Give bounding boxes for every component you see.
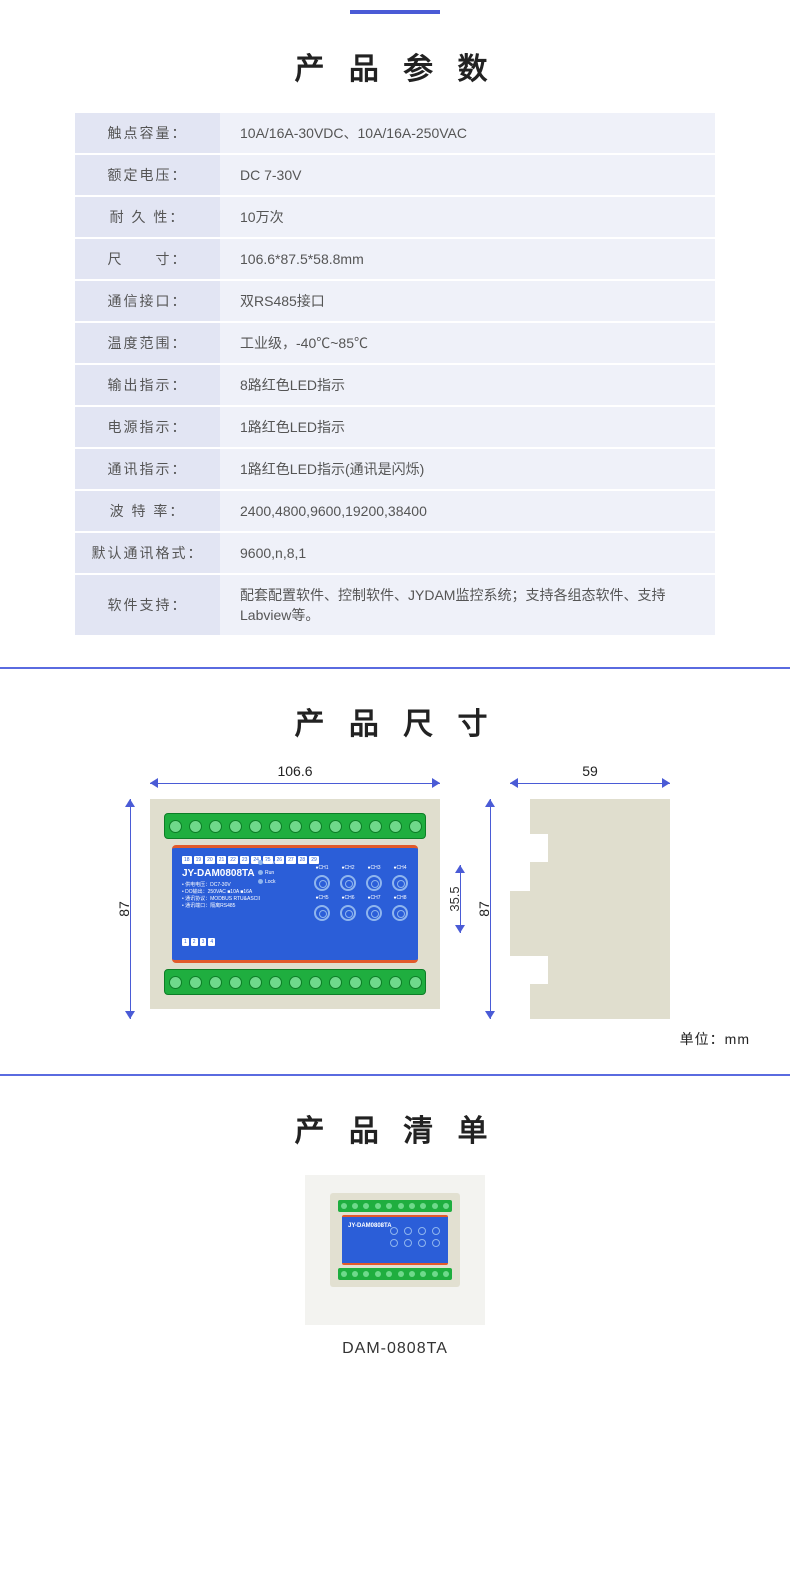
param-value: 1路红色LED指示 (220, 406, 715, 448)
param-value: DC 7-30V (220, 154, 715, 196)
device-blue-panel: 181920212223242526272829 JY-DAM0808TA • … (172, 845, 418, 963)
param-value: 9600,n,8,1 (220, 532, 715, 574)
param-label: 触点容量： (75, 113, 220, 154)
param-label: 通讯指示： (75, 448, 220, 490)
dims-section-title: 产 品 尺 寸 (0, 699, 790, 743)
device-side-figure: 59 87 35.5 (510, 773, 670, 1019)
dim-width-front: 106.6 (150, 773, 440, 793)
list-section-title: 产 品 清 单 (0, 1106, 790, 1150)
param-label: 耐 久 性： (75, 196, 220, 238)
param-value: 10A/16A-30VDC、10A/16A-250VAC (220, 113, 715, 154)
channel-grid: ●CH1●CH2●CH3●CH4●CH5●CH6●CH7●CH8 (314, 865, 408, 921)
dim-height-front-label: 87 (116, 901, 132, 917)
unit-label: 单位：mm (0, 1029, 750, 1049)
mini-panel-title: JY-DAM0808TA (348, 1223, 392, 1229)
param-label: 尺 寸： (75, 238, 220, 280)
separator-1 (0, 667, 790, 669)
device-front-view: 181920212223242526272829 JY-DAM0808TA • … (150, 799, 440, 1009)
param-value: 工业级，-40℃~85℃ (220, 322, 715, 364)
table-row: 尺 寸：106.6*87.5*58.8mm (75, 238, 715, 280)
param-label: 电源指示： (75, 406, 220, 448)
table-row: 波 特 率：2400,4800,9600,19200,38400 (75, 490, 715, 532)
param-value: 10万次 (220, 196, 715, 238)
dim-notch-side-label: 35.5 (447, 886, 462, 911)
param-label: 输出指示： (75, 364, 220, 406)
product-list-item: JY-DAM0808TA DAM-0808TA (295, 1175, 495, 1358)
table-row: 软件支持：配套配置软件、控制软件、JYDAM监控系统；支持各组态软件、支持Lab… (75, 574, 715, 636)
top-accent-bar (350, 10, 440, 14)
table-row: 温度范围：工业级，-40℃~85℃ (75, 322, 715, 364)
param-value: 配套配置软件、控制软件、JYDAM监控系统；支持各组态软件、支持Labview等… (220, 574, 715, 636)
table-row: 通信接口：双RS485接口 (75, 280, 715, 322)
separator-2 (0, 1074, 790, 1076)
param-value: 2400,4800,9600,19200,38400 (220, 490, 715, 532)
terminal-strip-bottom (164, 969, 426, 995)
product-name: DAM-0808TA (295, 1340, 495, 1358)
dimensions-figure-wrap: 106.6 87 181920212223242526272829 JY-DAM… (0, 773, 790, 1019)
table-row: 电源指示：1路红色LED指示 (75, 406, 715, 448)
dim-height-side: 87 (480, 799, 500, 1019)
pin-row-bottom-left: 1234 (182, 938, 272, 946)
param-value: 106.6*87.5*58.8mm (220, 238, 715, 280)
table-row: 额定电压：DC 7-30V (75, 154, 715, 196)
param-value: 1路红色LED指示(通讯是闪烁) (220, 448, 715, 490)
status-led-column: PowRunLock (258, 859, 276, 888)
table-row: 通讯指示：1路红色LED指示(通讯是闪烁) (75, 448, 715, 490)
params-table: 触点容量：10A/16A-30VDC、10A/16A-250VAC额定电压：DC… (75, 113, 715, 637)
dim-width-side-label: 59 (565, 763, 615, 779)
product-thumbnail: JY-DAM0808TA (305, 1175, 485, 1325)
param-label: 波 特 率： (75, 490, 220, 532)
pin-row-top: 181920212223242526272829 (182, 856, 408, 864)
dim-width-front-label: 106.6 (270, 763, 320, 779)
device-front-figure: 106.6 87 181920212223242526272829 JY-DAM… (150, 773, 440, 1019)
param-label: 温度范围： (75, 322, 220, 364)
param-label: 额定电压： (75, 154, 220, 196)
table-row: 输出指示：8路红色LED指示 (75, 364, 715, 406)
terminal-strip-top (164, 813, 426, 839)
param-label: 通信接口： (75, 280, 220, 322)
table-row: 耐 久 性：10万次 (75, 196, 715, 238)
table-row: 默认通讯格式：9600,n,8,1 (75, 532, 715, 574)
dim-width-side: 59 (510, 773, 670, 793)
param-label: 默认通讯格式： (75, 532, 220, 574)
dim-height-front: 87 (120, 799, 140, 1019)
params-section-title: 产 品 参 数 (0, 44, 790, 88)
param-value: 8路红色LED指示 (220, 364, 715, 406)
dim-notch-side: 35.5 (450, 865, 470, 933)
param-label: 软件支持： (75, 574, 220, 636)
table-row: 触点容量：10A/16A-30VDC、10A/16A-250VAC (75, 113, 715, 154)
device-side-view (510, 799, 670, 1019)
param-value: 双RS485接口 (220, 280, 715, 322)
dim-height-side-label: 87 (476, 901, 492, 917)
